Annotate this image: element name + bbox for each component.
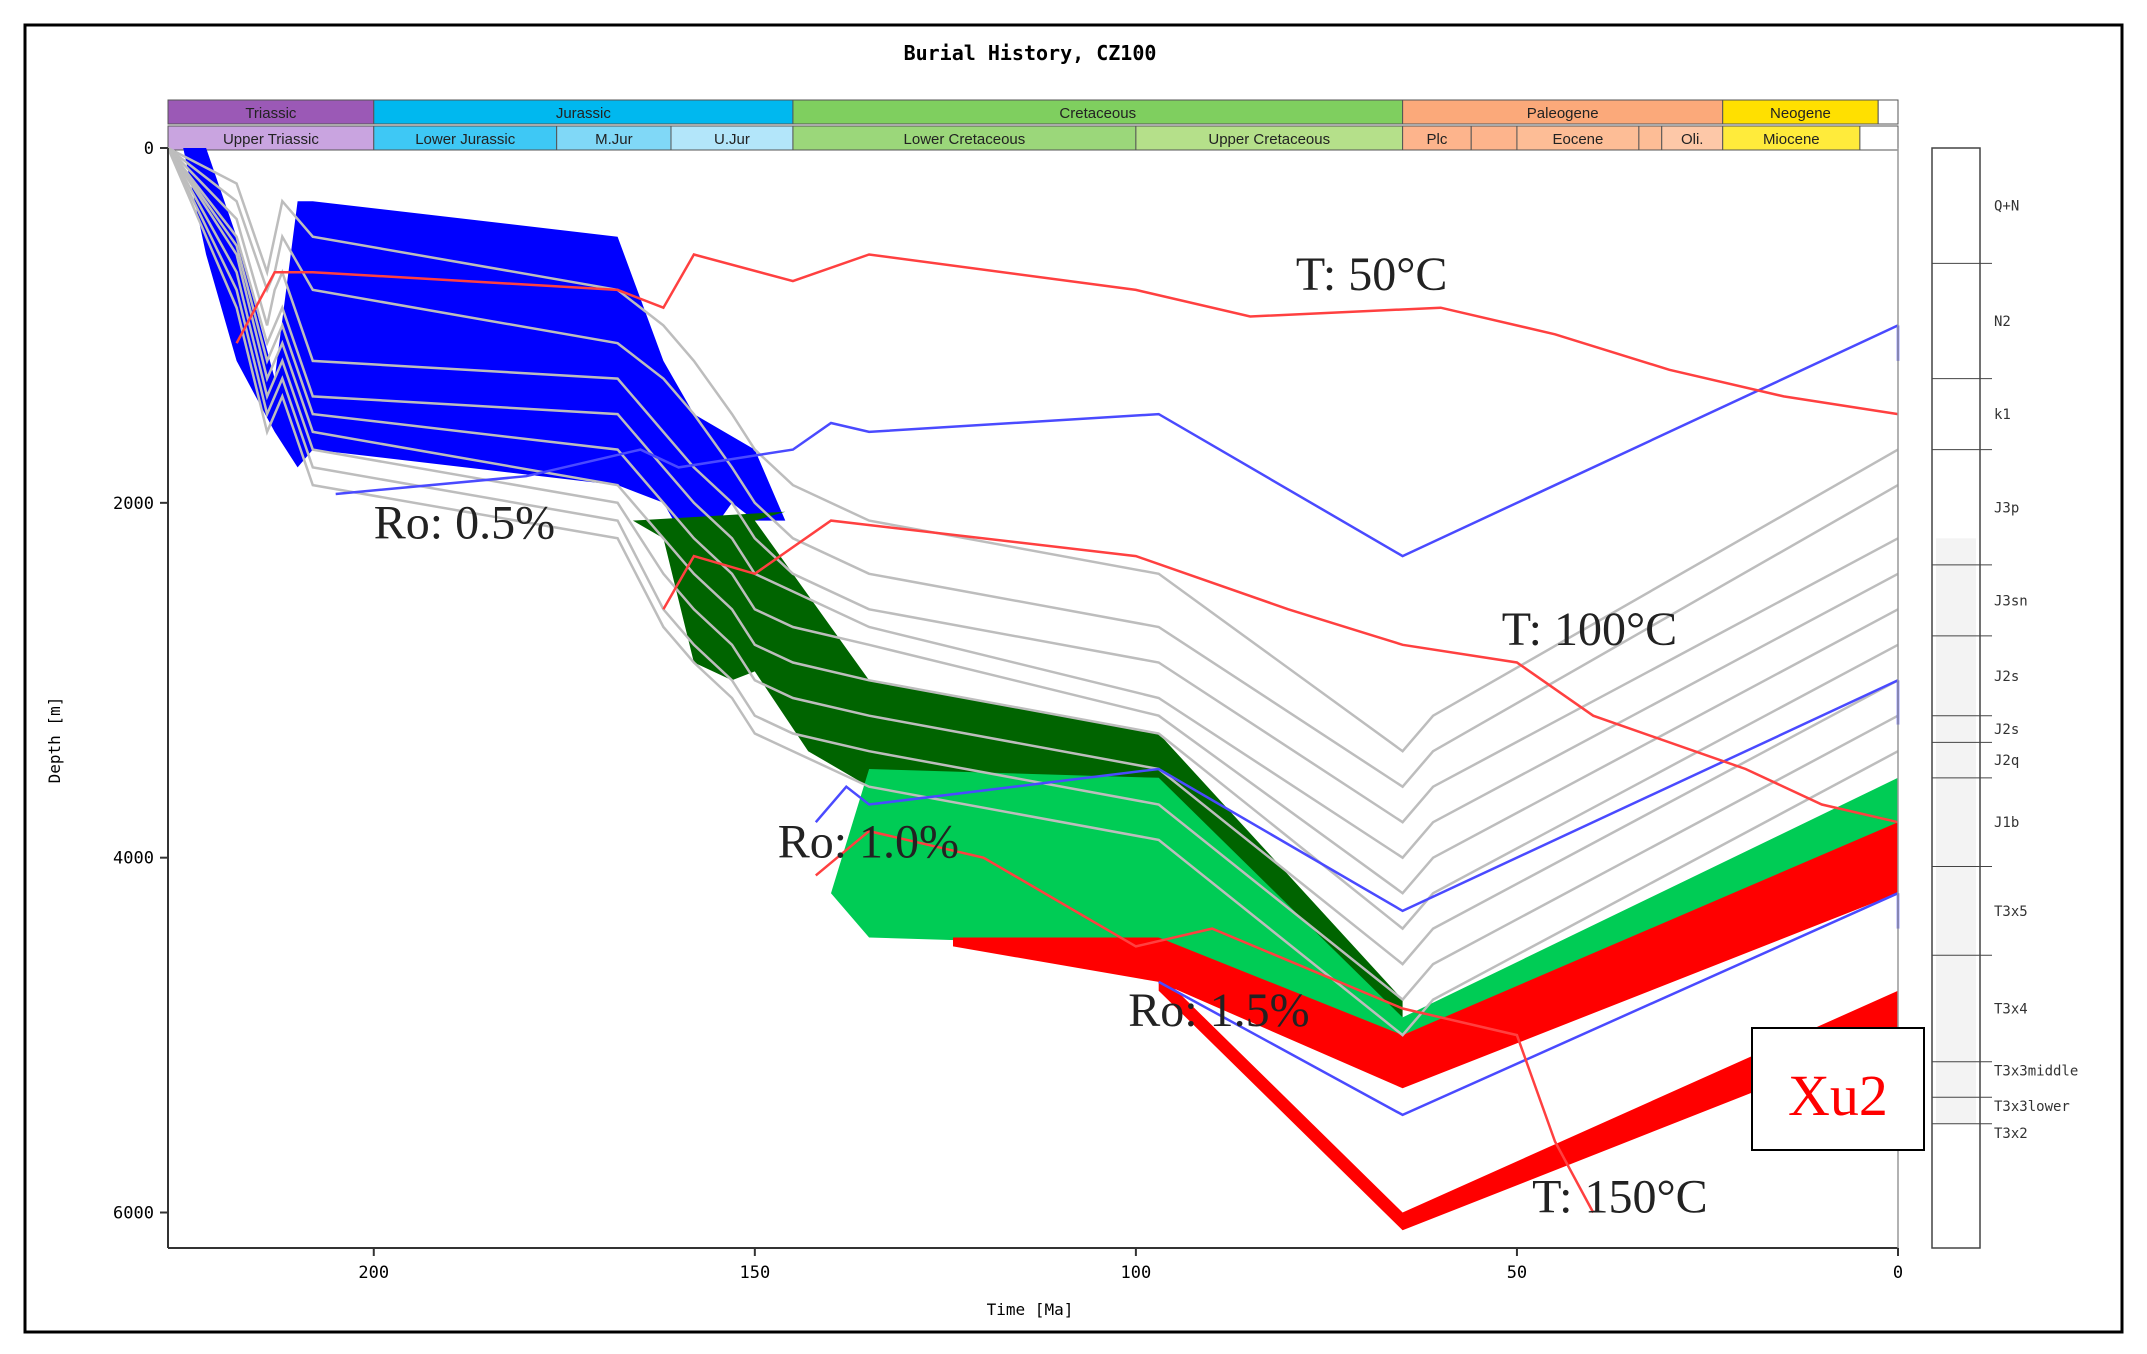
period-band [167,99,375,125]
x-tick-label: 100 [1121,1263,1152,1283]
axes: 0 2000 4000 6000 200 150 100 50 0 [113,139,1903,1283]
epoch-label: Upper Cretaceous [1208,131,1330,148]
epoch-label: U.Jur [714,131,750,148]
formation-label: J2s [1994,722,2019,738]
burial-horizon [166,147,1899,966]
well-label-box: Xu2 [1751,1027,1925,1151]
ro-label: Ro: 1.0% [778,816,959,869]
chart-title: Burial History, CZ100 [904,41,1157,65]
formation-label: k1 [1994,407,2011,423]
ro-isoline [335,324,1899,558]
y-tick-label: 4000 [113,849,154,869]
burial-horizon [167,146,1899,753]
epoch-label: Miocene [1763,131,1820,148]
ro-label: Ro: 0.5% [374,496,555,549]
epoch-band [1470,125,1518,151]
epoch-band [1859,125,1899,151]
period-band [792,99,1404,125]
period-label: Cretaceous [1059,105,1136,122]
period-label: Jurassic [556,105,612,122]
burial-horizon [167,147,1899,860]
stratigraphy-header: Triassic Jurassic Cretaceous Paleogene Neoge… [167,99,1899,151]
epoch-band [1516,125,1640,151]
period-label: Neogene [1770,105,1831,122]
burial-horizon [166,147,1899,1037]
formation-label: J2s [1994,669,2019,685]
burial-horizon [167,147,1899,824]
epoch-label: Upper Triassic [223,131,319,148]
isotherm-line [235,253,1899,416]
isotherm-line [662,519,1899,824]
epoch-label: M.Jur [595,131,633,148]
burial-horizon [166,147,1899,1002]
plot-area: Ro: 0.5% Ro: 1.0% Ro: 1.5% T: 50°C T: 100°C T… [166,146,1900,1231]
formation-label: J3sn [1994,593,2028,609]
epoch-band [1722,125,1861,151]
formation-label: T3x3lower [1994,1099,2070,1115]
formation-label: J3p [1994,500,2019,516]
isotherm-label: T: 50°C [1296,248,1447,301]
ro-label: Ro: 1.5% [1128,984,1309,1037]
lithology-pattern [1936,538,1976,1124]
formation-label: T3x5 [1994,904,2028,920]
formation-label: T3x2 [1994,1126,2028,1142]
burial-horizon [166,147,1899,931]
x-axis-label: Time [Ma] [987,1300,1074,1319]
period-band [1722,99,1879,125]
x-tick-label: 50 [1507,1263,1527,1283]
ro-isoline [1158,892,1899,1117]
maturity-zone-mature-darkgreen [632,511,1403,1027]
maturity-zone-immature-blue [183,148,786,557]
x-tick-label: 200 [358,1263,389,1283]
formation-label: N2 [1994,314,2011,330]
burial-horizon [166,147,1899,895]
isotherm-label: T: 100°C [1502,603,1677,656]
formation-label: J2q [1994,753,2019,769]
maturity-zone-gas-red [953,822,1898,1089]
maturity-zone-deep-red [1158,973,1898,1231]
y-tick-label: 0 [144,139,154,159]
epoch-label: Oli. [1681,131,1704,148]
epoch-band [556,125,672,151]
formation-column: Q+N N2 k1 J3p J3sn J2s J2s J2q J1b T3x5 T3x4 T3x3mi… [1931,147,2078,1249]
epoch-label: Plc [1426,131,1447,148]
ro-isoline [814,679,1899,913]
x-tick-label: 0 [1893,1263,1903,1283]
epoch-band [1638,125,1663,151]
y-tick-label: 2000 [113,494,154,514]
formation-label: T3x4 [1994,1001,2028,1017]
formation-label: Q+N [1994,199,2019,215]
formation-label: J1b [1994,815,2019,831]
epoch-label: Eocene [1552,131,1603,148]
formation-label: T3x3middle [1994,1064,2078,1080]
period-band [1877,99,1899,125]
period-label: Paleogene [1527,105,1599,122]
period-label: Triassic [245,105,297,122]
epoch-band [670,125,794,151]
epoch-label: Lower Jurassic [415,131,516,148]
isotherm-line [815,829,1595,1214]
isotherm-label: T: 150°C [1532,1171,1707,1224]
period-band [1402,99,1724,125]
maturity-zone-late-mature-green [831,769,1898,1036]
y-axis-label: Depth [m] [45,697,64,784]
x-tick-label: 150 [739,1263,770,1283]
well-label: Xu2 [1788,1063,1888,1128]
epoch-band [1135,125,1404,151]
y-tick-label: 6000 [113,1204,154,1224]
epoch-label: Lower Cretaceous [904,131,1026,148]
